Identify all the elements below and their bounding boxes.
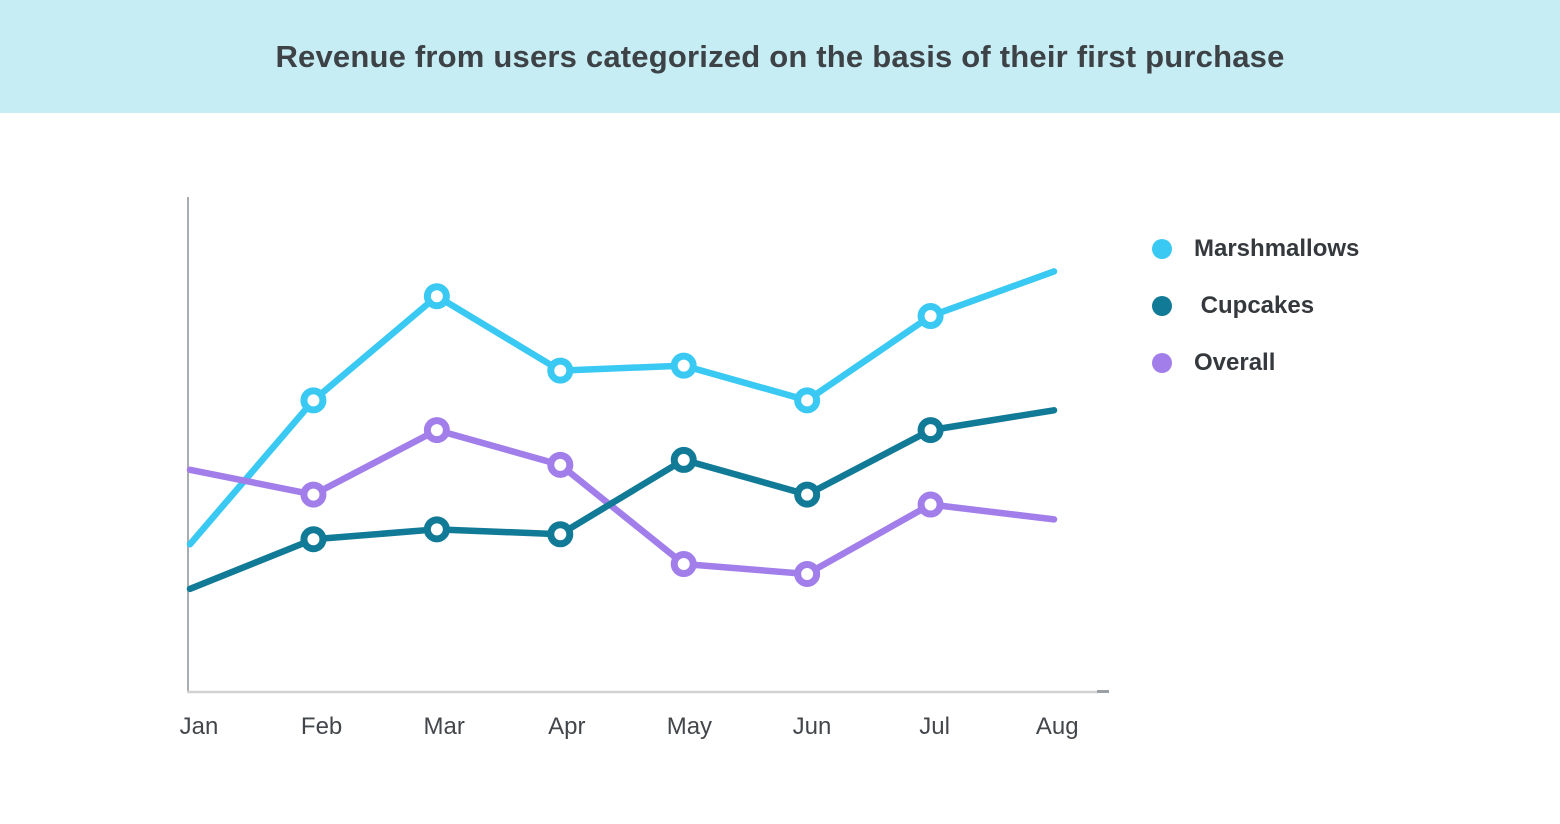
data-point-cupcakes-mar [423, 516, 450, 543]
x-axis-label-apr: Apr [548, 713, 586, 740]
legend-label: Marshmallows [1194, 235, 1360, 262]
legend-label: Overall [1194, 349, 1276, 376]
series-line-marshmallows [186, 268, 1058, 548]
x-axis-label-jul: Jul [919, 713, 950, 740]
series-cupcakes [186, 407, 1058, 593]
data-point-overall-apr [547, 451, 574, 478]
chart-legend: Marshmallows Cupcakes Overall [1152, 235, 1360, 409]
data-point-cupcakes-may [670, 446, 697, 473]
data-point-overall-mar [423, 417, 450, 444]
legend-item-overall: Overall [1152, 349, 1359, 376]
legend-item-marshmallows: Marshmallows [1152, 235, 1360, 262]
data-point-marshmallows-may [670, 352, 697, 379]
x-axis-label-feb: Feb [300, 713, 343, 740]
series-line-cupcakes [186, 407, 1058, 593]
series-layer [186, 268, 1058, 593]
series-overall [186, 417, 1058, 587]
chart-title: Revenue from users categorized on the ba… [275, 38, 1285, 74]
data-point-overall-may [670, 551, 697, 578]
title-banner: Revenue from users categorized on the ba… [0, 0, 1560, 113]
data-point-marshmallows-feb [300, 387, 327, 414]
x-axis-label-mar: Mar [423, 713, 465, 740]
data-point-marshmallows-apr [547, 357, 574, 384]
data-point-cupcakes-apr [547, 521, 574, 548]
x-axis-label-aug: Aug [1035, 713, 1079, 740]
data-point-overall-jun [794, 560, 821, 587]
x-axis-label-may: May [666, 713, 713, 740]
legend-dot-marshmallows-icon [1152, 239, 1172, 259]
legend-dot-overall-icon [1152, 353, 1172, 373]
data-point-overall-jul [917, 491, 944, 518]
series-line-overall [186, 426, 1058, 578]
legend-item-cupcakes: Cupcakes [1152, 292, 1359, 319]
data-point-cupcakes-jul [917, 417, 944, 444]
data-point-cupcakes-feb [300, 526, 327, 553]
data-point-cupcakes-jun [794, 481, 821, 508]
legend-dot-cupcakes-icon [1152, 296, 1172, 316]
data-point-overall-feb [300, 481, 327, 508]
x-axis-label-jun: Jun [792, 713, 832, 740]
legend-label: Cupcakes [1194, 292, 1315, 319]
data-point-marshmallows-jul [917, 303, 944, 330]
x-axis-label-jan: Jan [179, 713, 219, 740]
series-marshmallows [186, 268, 1058, 548]
data-point-marshmallows-jun [794, 387, 821, 414]
data-point-marshmallows-mar [423, 283, 450, 310]
